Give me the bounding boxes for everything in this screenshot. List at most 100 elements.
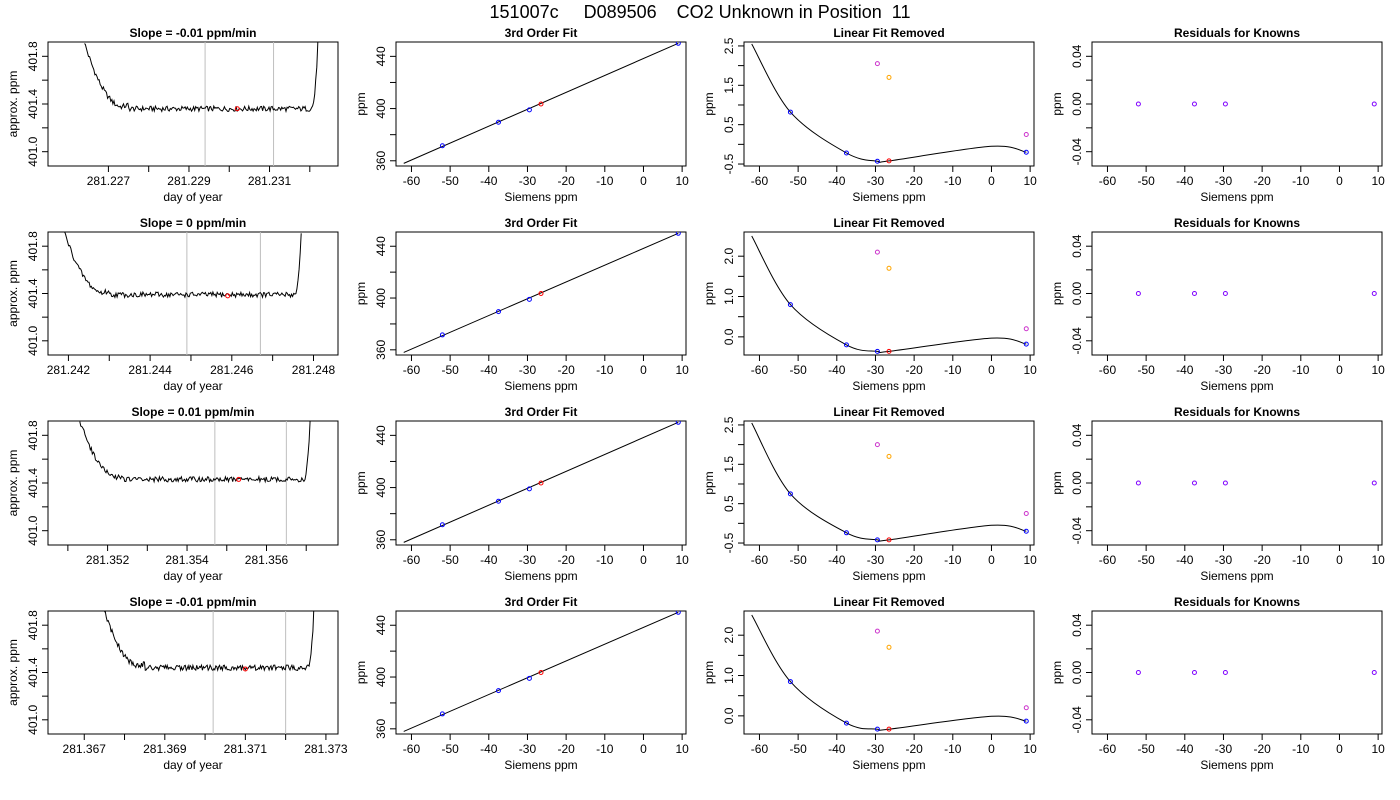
- x-axis-label: day of year: [163, 569, 222, 583]
- y-tick-label: 0.0: [722, 328, 736, 345]
- data-layer: [79, 421, 311, 545]
- panel-knowns-row4: Residuals for Knowns -60 -50 -40 -30 -20 -10 0 1…: [1050, 595, 1385, 772]
- x-tick-label: 10: [1371, 742, 1385, 756]
- plot-frame: [1091, 231, 1383, 356]
- x-tick-label: 281.354: [165, 553, 209, 567]
- y-tick-label: 0.5: [722, 495, 736, 512]
- x-axis-label: Siemens ppm: [852, 758, 925, 772]
- x-tick-label: 0: [1336, 553, 1343, 567]
- panel-trace-row4: Slope = -0.01 ppm/min 281.367 281.369 281.3…: [6, 595, 348, 772]
- plot-frame: [47, 41, 339, 167]
- known-point: [843, 720, 849, 726]
- x-tick-label: -20: [905, 174, 923, 188]
- x-axis-label: Siemens ppm: [504, 758, 577, 772]
- known-point: [495, 309, 501, 315]
- x-axis-label: Siemens ppm: [504, 379, 577, 393]
- x-tick-label: 281.369: [143, 742, 187, 756]
- known-point: [843, 530, 849, 536]
- panel-fit-row3: 3rd Order Fit -60 -50 -40 -30 -20 -10 0 10 360 400…: [354, 405, 689, 583]
- x-tick-label: 0: [988, 742, 995, 756]
- x-tick-label: 0: [640, 553, 647, 567]
- x-tick-label: -50: [1137, 553, 1155, 567]
- x-tick-label: -20: [905, 553, 923, 567]
- x-tick-label: -10: [596, 742, 614, 756]
- x-tick-label: -60: [1099, 363, 1117, 377]
- x-tick-label: -10: [596, 363, 614, 377]
- plot-frame: [395, 41, 687, 167]
- x-tick-label: -50: [441, 742, 459, 756]
- data-layer: [1135, 480, 1377, 486]
- plot-frame: [743, 231, 1035, 356]
- x-tick-label: 0: [640, 363, 647, 377]
- x-tick-label: -20: [1253, 174, 1271, 188]
- x-tick-label: -10: [596, 553, 614, 567]
- unknown-point: [886, 537, 892, 543]
- known-residual-point: [1371, 101, 1377, 107]
- panel-resid-row4: Linear Fit Removed -60 -50 -40 -30 -20 -10 0 10 0…: [702, 595, 1037, 772]
- y-axis-label: ppm: [702, 471, 716, 494]
- x-tick-label: -10: [944, 553, 962, 567]
- known-point: [439, 522, 445, 528]
- y-axis-label: approx. ppm: [6, 450, 20, 517]
- x-axis-label: Siemens ppm: [1200, 569, 1273, 583]
- y-axis-label: ppm: [702, 92, 716, 115]
- panel-title: Slope = 0 ppm/min: [140, 216, 246, 230]
- x-tick-label: -20: [557, 174, 575, 188]
- panel-title: 3rd Order Fit: [505, 216, 578, 230]
- y-tick-label: -0.5: [722, 153, 736, 174]
- x-tick-label: 0: [988, 363, 995, 377]
- fit-line: [403, 42, 679, 164]
- x-tick-label: -50: [1137, 174, 1155, 188]
- unknown-point: [886, 158, 892, 164]
- known-point: [874, 726, 880, 732]
- page-title: 151007c D089506 CO2 Unknown in Position …: [489, 2, 911, 22]
- known-point: [874, 348, 880, 354]
- x-tick-label: -30: [867, 742, 885, 756]
- panel-trace-row1: Slope = -0.01 ppm/min 281.227 281.229 281.2…: [6, 26, 339, 204]
- y-tick-label: 360: [374, 718, 388, 738]
- panel-trace-row2: Slope = 0 ppm/min 281.242 281.244 281.246 28…: [6, 216, 339, 393]
- ppm-trace-line: [79, 421, 311, 484]
- x-tick-label: 10: [1023, 174, 1037, 188]
- known-point: [439, 332, 445, 338]
- y-axis-label: approx. ppm: [6, 260, 20, 327]
- x-tick-label: 10: [1023, 553, 1037, 567]
- y-tick-label: 0.00: [1070, 660, 1084, 684]
- x-tick-label: -50: [789, 363, 807, 377]
- known-residual-point: [1371, 291, 1377, 296]
- known-residual-point: [1222, 101, 1228, 107]
- x-tick-label: 281.248: [292, 363, 336, 377]
- y-tick-label: 401.0: [26, 515, 40, 545]
- magenta-point: [874, 442, 880, 448]
- known-point: [675, 611, 681, 615]
- y-tick-label: 0.00: [1070, 471, 1084, 495]
- panel-fit-row2: 3rd Order Fit -60 -50 -40 -30 -20 -10 0 10 360 400…: [354, 216, 689, 393]
- y-tick-label: 401.4: [26, 468, 40, 498]
- data-layer: [403, 611, 681, 732]
- x-tick-label: -60: [403, 174, 421, 188]
- known-residual-point: [1371, 480, 1377, 486]
- x-axis-label: Siemens ppm: [1200, 379, 1273, 393]
- known-point: [675, 42, 681, 46]
- y-axis-label: ppm: [1050, 282, 1064, 305]
- panel-knowns-row2: Residuals for Knowns -60 -50 -40 -30 -20 -10 0 1…: [1050, 216, 1385, 393]
- data-layer: [751, 43, 1029, 164]
- x-tick-label: -40: [480, 174, 498, 188]
- fit-line: [403, 611, 679, 732]
- data-layer: [751, 614, 1029, 732]
- y-tick-label: 401.4: [26, 89, 40, 119]
- unknown-mean-point: [234, 106, 240, 112]
- data-layer: [1135, 101, 1377, 107]
- known-point: [439, 143, 445, 149]
- known-point: [526, 675, 532, 681]
- y-tick-label: 0.00: [1070, 281, 1084, 305]
- known-point: [526, 296, 532, 302]
- x-axis-label: Siemens ppm: [1200, 758, 1273, 772]
- y-tick-label: -0.04: [1070, 706, 1084, 734]
- y-tick-label: 401.8: [26, 231, 40, 261]
- x-tick-label: 281.373: [304, 742, 348, 756]
- x-tick-label: -20: [1253, 553, 1271, 567]
- known-point: [787, 491, 793, 497]
- x-tick-label: -40: [1176, 553, 1194, 567]
- magenta-point: [1023, 511, 1029, 517]
